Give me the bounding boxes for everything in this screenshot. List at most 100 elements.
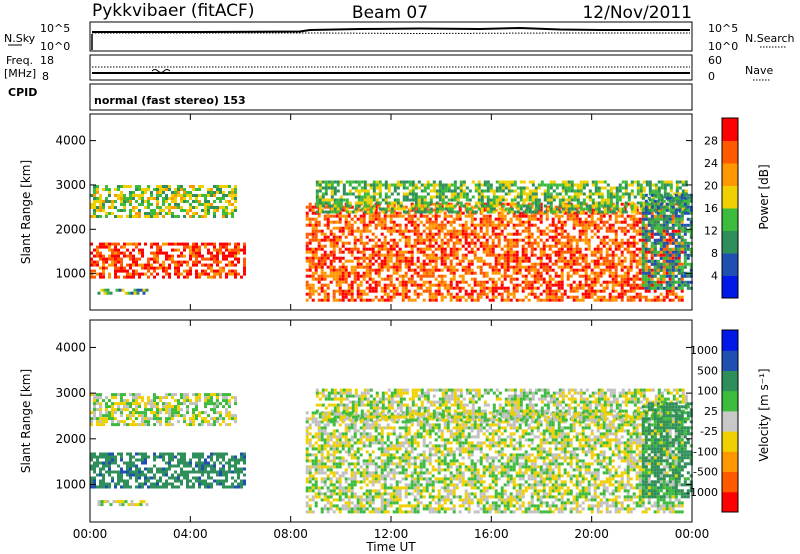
power-cell [626,244,630,248]
power-cell [593,253,597,257]
velocity-cell [90,455,93,459]
power-cell [413,238,417,242]
power-cell [431,265,435,269]
velocity-cell [177,479,180,483]
velocity-cell [147,470,150,474]
power-cell [677,226,681,230]
power-cell [671,208,675,212]
power-cell [641,286,645,290]
power-cell [386,298,390,302]
power-colorbar-swatch [722,208,738,231]
power-cell [492,201,496,205]
power-cell [381,207,385,211]
power-cell [497,211,501,215]
power-cell [689,205,693,209]
power-cell [591,180,595,184]
power-cell [657,189,661,193]
power-cell [410,253,414,257]
power-cell [644,289,648,293]
power-cell [404,217,408,221]
power-cell [575,256,579,260]
power-cell [593,289,597,293]
power-cell [480,210,484,214]
power-cell [96,254,99,258]
power-cell [357,195,361,199]
power-cell [594,180,598,184]
power-cell [557,226,561,230]
power-cell [644,256,648,260]
power-cell [407,244,411,248]
power-cell [557,283,561,287]
power-cell [671,268,675,272]
power-cell [671,247,675,251]
power-cell [636,183,640,187]
velocity-cell [177,476,180,480]
power-cell [632,229,636,233]
power-cell [96,191,99,194]
power-cell [350,265,354,269]
velocity-cell [138,458,141,462]
power-cell [677,244,681,248]
power-cell [650,241,654,245]
power-cell [599,271,603,275]
power-cell [356,259,360,263]
velocity-cell [171,464,174,468]
power-cell [611,295,615,299]
power-cell [377,268,381,272]
power-cell [440,295,444,299]
power-cell [596,280,600,284]
power-cell [680,199,684,203]
velocity-cell [114,461,117,465]
power-cell [539,202,543,206]
power-cell [168,257,171,261]
power-cell [516,207,520,211]
power-cell [632,256,636,260]
power-cell [338,274,342,278]
power-cell [534,210,538,214]
power-cell [342,189,346,193]
power-cell [677,232,681,236]
power-cell [588,195,592,199]
power-cell [548,295,552,299]
power-cell [689,229,693,233]
power-cell [375,180,379,184]
power-cell [546,201,550,205]
power-cell [470,298,474,302]
power-cell [533,280,537,284]
velocity-cell [120,485,123,489]
power-cell [320,232,324,236]
power-cell [90,194,93,197]
power-cell [678,210,682,214]
power-cell [545,298,549,302]
power-cell [665,262,669,266]
power-cell [653,238,657,242]
power-cell [189,185,192,188]
power-cell [413,292,417,296]
power-cell [440,253,444,257]
power-cell [560,292,564,296]
power-cell [359,292,363,296]
power-cell [339,204,343,208]
velocity-cell [180,452,183,456]
power-cell [452,268,456,272]
power-cell [407,229,411,233]
power-cell [659,253,663,257]
power-cell [198,251,201,255]
power-cell [395,241,399,245]
power-cell [566,259,570,263]
power-cell [195,206,198,209]
power-cell [564,186,568,190]
power-cell [362,253,366,257]
power-cell [329,238,333,242]
power-cell [404,295,408,299]
power-cell [620,202,624,206]
power-cell [536,280,540,284]
power-cell [596,250,600,254]
power-cell [566,241,570,245]
velocity-cell [144,452,147,456]
power-cell [668,214,672,218]
power-cell [644,295,648,299]
power-cell [566,283,570,287]
power-cell [642,201,646,205]
power-cell [593,280,597,284]
